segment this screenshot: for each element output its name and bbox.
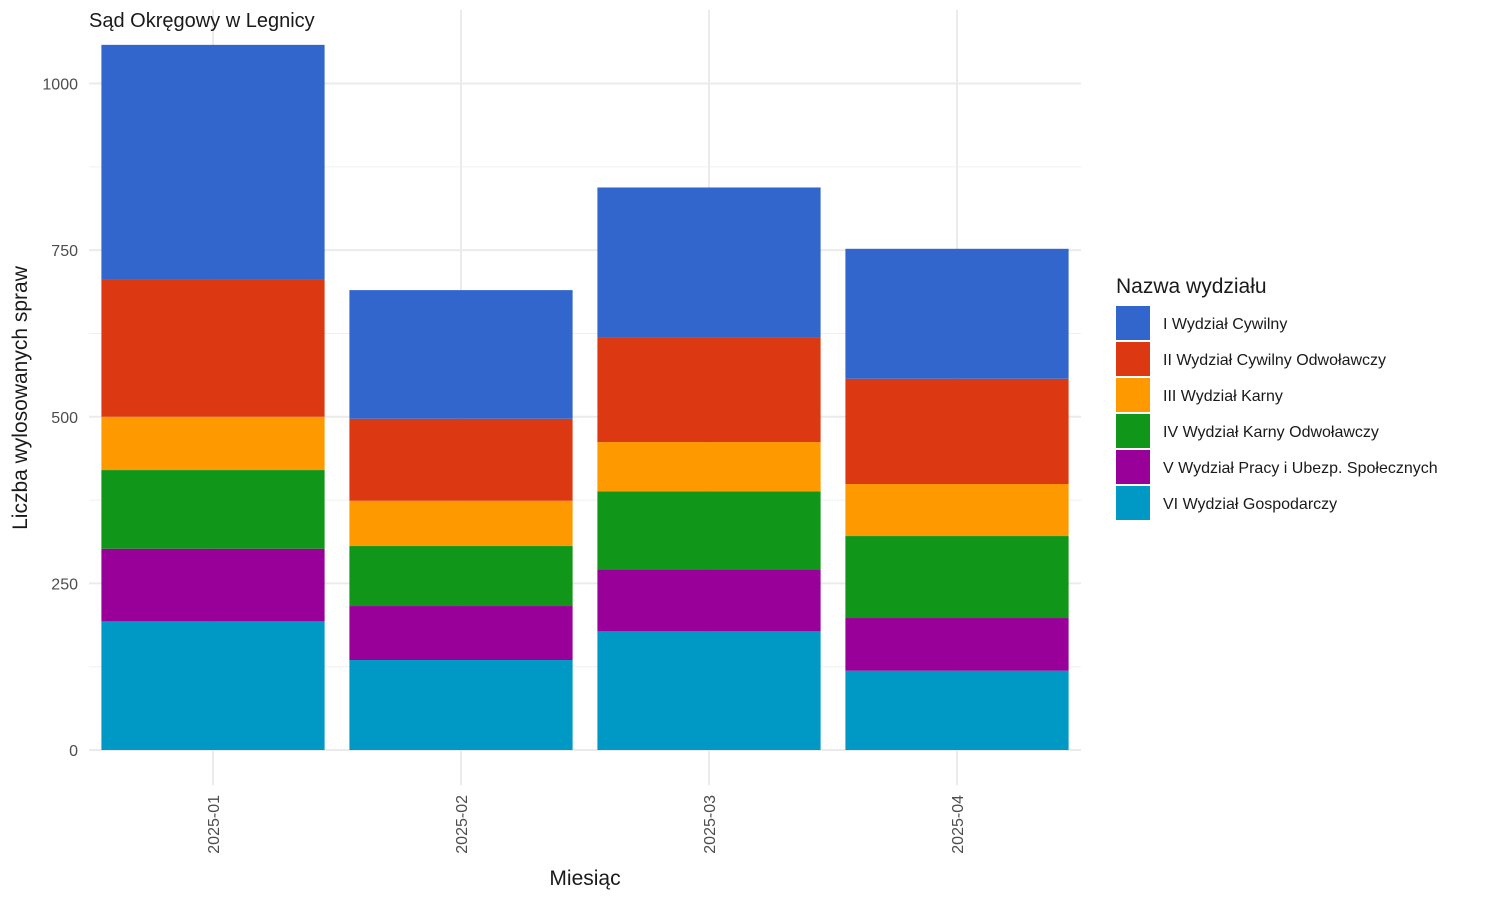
legend-title: Nazwa wydziału (1116, 275, 1267, 298)
y-tick-label: 250 (51, 576, 78, 593)
legend-swatch (1116, 450, 1150, 484)
bar-segment (101, 279, 325, 417)
bar-segment (349, 418, 573, 501)
legend: Nazwa wydziału I Wydział Cywilny II Wydzi… (1116, 275, 1438, 520)
bar-segment (597, 491, 821, 570)
chart-title: Sąd Okręgowy w Legnicy (89, 10, 315, 32)
bar-segment (349, 546, 573, 607)
y-axis-title: Liczba wylosowanych spraw (9, 265, 32, 530)
y-axis-ticks: 0 250 500 750 1000 (42, 77, 78, 761)
bar-segment (845, 670, 1069, 750)
bar-segment (845, 378, 1069, 485)
bar-segment (597, 442, 821, 492)
y-tick-label: 1000 (42, 77, 78, 94)
legend-label: III Wydział Karny (1163, 388, 1283, 405)
y-tick-label: 0 (69, 743, 78, 760)
bar-segment (349, 660, 573, 750)
x-axis-title: Miesiąc (549, 867, 620, 890)
bar-segment (597, 187, 821, 338)
y-tick-label: 750 (51, 243, 78, 260)
bar-segment (597, 631, 821, 750)
bar-segment (597, 337, 821, 443)
legend-swatch (1116, 306, 1150, 340)
bar-segment (101, 548, 325, 622)
bar-segment (597, 569, 821, 632)
legend-label: VI Wydział Gospodarczy (1163, 496, 1337, 513)
bars (101, 44, 1069, 750)
bar-segment (349, 606, 573, 661)
bar-segment (845, 618, 1069, 671)
legend-swatch (1116, 486, 1150, 520)
legend-label: IV Wydział Karny Odwoławczy (1163, 424, 1379, 441)
bar-segment (349, 290, 573, 419)
legend-label: II Wydział Cywilny Odwoławczy (1163, 352, 1386, 369)
x-tick-label: 2025-03 (702, 795, 719, 854)
bar-segment (101, 470, 325, 549)
bar-segment (349, 500, 573, 547)
y-tick-label: 500 (51, 410, 78, 427)
bar-segment (845, 484, 1069, 537)
legend-label: V Wydział Pracy i Ubezp. Społecznych (1163, 460, 1438, 477)
bar-segment (845, 248, 1069, 379)
x-tick-label: 2025-02 (454, 795, 471, 854)
x-tick-label: 2025-01 (206, 795, 223, 854)
legend-swatch (1116, 414, 1150, 448)
bar-segment (101, 416, 325, 471)
bar-segment (101, 44, 325, 280)
x-axis-ticks: 2025-01 2025-02 2025-03 2025-04 (206, 795, 967, 854)
bar-segment (101, 621, 325, 750)
legend-swatch (1116, 378, 1150, 412)
bar-segment (845, 536, 1069, 619)
legend-swatch (1116, 342, 1150, 376)
legend-label: I Wydział Cywilny (1163, 316, 1287, 333)
x-tick-label: 2025-04 (950, 795, 967, 854)
